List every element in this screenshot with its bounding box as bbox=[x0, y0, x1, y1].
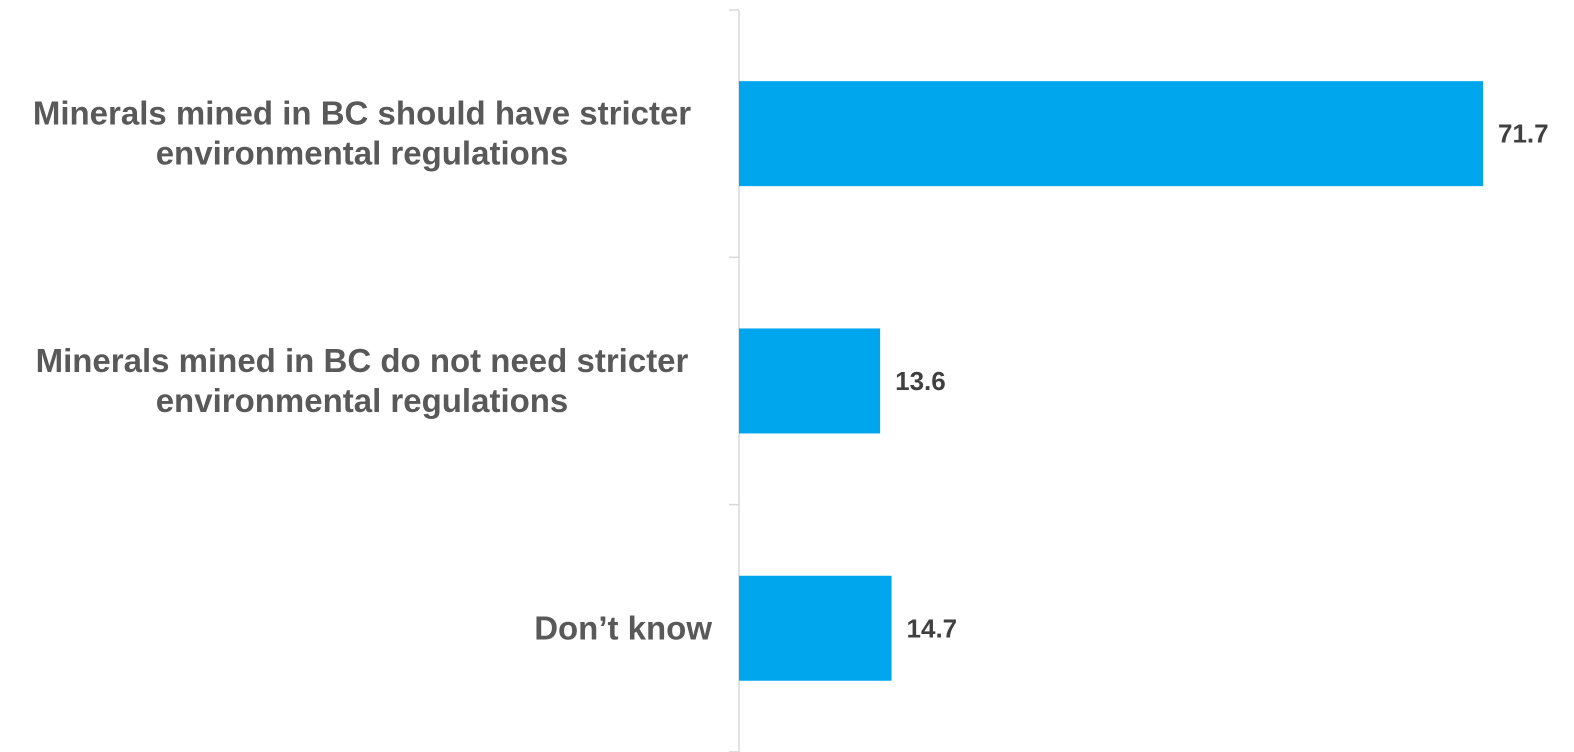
bar bbox=[739, 328, 881, 434]
category-label-line: Minerals mined in BC should have stricte… bbox=[33, 95, 691, 132]
category-label: Minerals mined in BC should have stricte… bbox=[33, 95, 691, 172]
bar bbox=[739, 575, 892, 681]
bars bbox=[739, 81, 1483, 681]
data-label: 71.7 bbox=[1498, 119, 1549, 149]
category-label-line: Don’t know bbox=[534, 609, 712, 646]
category-labels: Minerals mined in BC should have stricte… bbox=[33, 95, 712, 647]
category-label: Minerals mined in BC do not need stricte… bbox=[36, 342, 689, 419]
category-label: Don’t know bbox=[534, 609, 712, 646]
category-axis bbox=[729, 9, 740, 752]
data-label: 13.6 bbox=[895, 366, 946, 396]
bar bbox=[739, 81, 1483, 187]
category-label-line: environmental regulations bbox=[156, 135, 569, 172]
category-label-line: Minerals mined in BC do not need stricte… bbox=[36, 342, 689, 379]
category-label-line: environmental regulations bbox=[156, 382, 569, 419]
data-label: 14.7 bbox=[907, 613, 958, 643]
value-labels: 71.7 13.6 14.7 bbox=[895, 119, 1548, 644]
